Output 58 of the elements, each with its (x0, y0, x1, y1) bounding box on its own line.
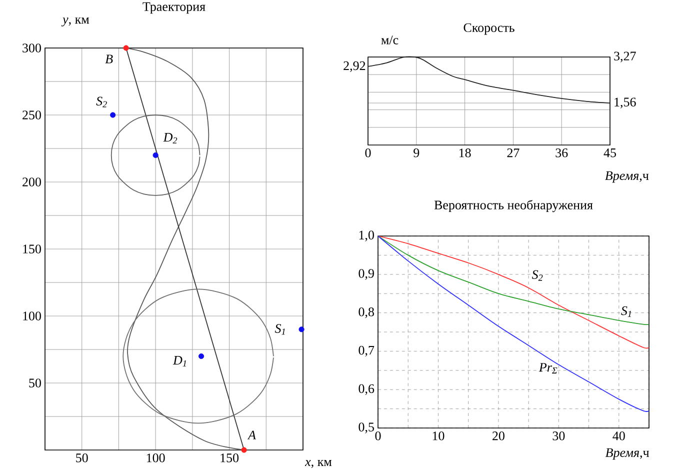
point (152, 152, 158, 158)
y-tick-label: 100 (23, 312, 41, 320)
y-tick-label: 50 (29, 378, 41, 388)
x-tick-label: 18 (459, 148, 471, 158)
annotation: A (247, 430, 256, 440)
x-tick-label: 150 (220, 454, 239, 462)
y-axis-title: y, км (61, 18, 90, 26)
x-axis-title: Время,ч (605, 448, 650, 460)
y-tick-label: 1,0 (359, 230, 374, 242)
y-tick-label: 200 (22, 178, 41, 186)
point (110, 112, 116, 118)
annotation: Pr$_{Σ}$ (538, 363, 558, 374)
x-tick-label: 0 (375, 432, 381, 440)
x-tick-label: 27 (507, 148, 520, 158)
y2-tick-label: 1,56 (614, 98, 636, 108)
line-series (378, 236, 650, 326)
x-tick-label: 0 (365, 148, 371, 158)
y-tick-label: 0,7 (358, 346, 374, 357)
y-tick-label: 0,8 (358, 307, 374, 318)
x-tick-label: 30 (552, 432, 565, 440)
y-axis-title: м/с (381, 36, 398, 44)
y-tick-label: 150 (23, 244, 41, 254)
x-tick-label: 100 (146, 454, 165, 462)
annotation: S$_{1}$ (274, 324, 285, 335)
chart-title: Траектория (142, 2, 206, 14)
point (123, 45, 129, 51)
chart-title: Вероятность необнаружения (434, 200, 593, 212)
text: 2,92 (344, 61, 366, 72)
y-tick-label: 0,5 (358, 422, 374, 434)
annotation: D$_{2}$ (163, 132, 178, 144)
y-tick-label: 300 (22, 44, 41, 52)
x-tick-label: 45 (604, 148, 616, 158)
x-tick-label: 10 (432, 432, 444, 440)
x-tick-label: 20 (492, 432, 504, 440)
annotation: S$_{1}$ (621, 306, 632, 317)
y2-tick-label: 3,27 (614, 52, 636, 62)
y-tick-label: 250 (22, 110, 41, 120)
point (298, 326, 304, 332)
x-tick-label: 36 (556, 148, 568, 158)
x-axis-title: x, км (304, 460, 332, 468)
y-tick-label: 0,9 (358, 269, 374, 280)
line-series (110, 114, 200, 196)
annotation: S$_{2}$ (96, 96, 107, 108)
annotation: S$_{2}$ (532, 270, 543, 281)
line-series (122, 288, 274, 424)
x-tick-label: 40 (612, 432, 625, 440)
x-tick-label: 50 (76, 454, 88, 462)
x-tick-label: 9 (414, 148, 420, 158)
point (198, 353, 204, 359)
line-series (378, 236, 650, 349)
annotation: B (105, 54, 113, 64)
line-series (368, 56, 610, 104)
x-axis-title: Время,ч (605, 171, 649, 183)
y-tick-label: 0,6 (358, 384, 374, 395)
annotation: D$_{1}$ (172, 356, 186, 366)
point (241, 447, 247, 453)
chart-title: Скорость (464, 23, 514, 35)
line-series (378, 236, 650, 412)
